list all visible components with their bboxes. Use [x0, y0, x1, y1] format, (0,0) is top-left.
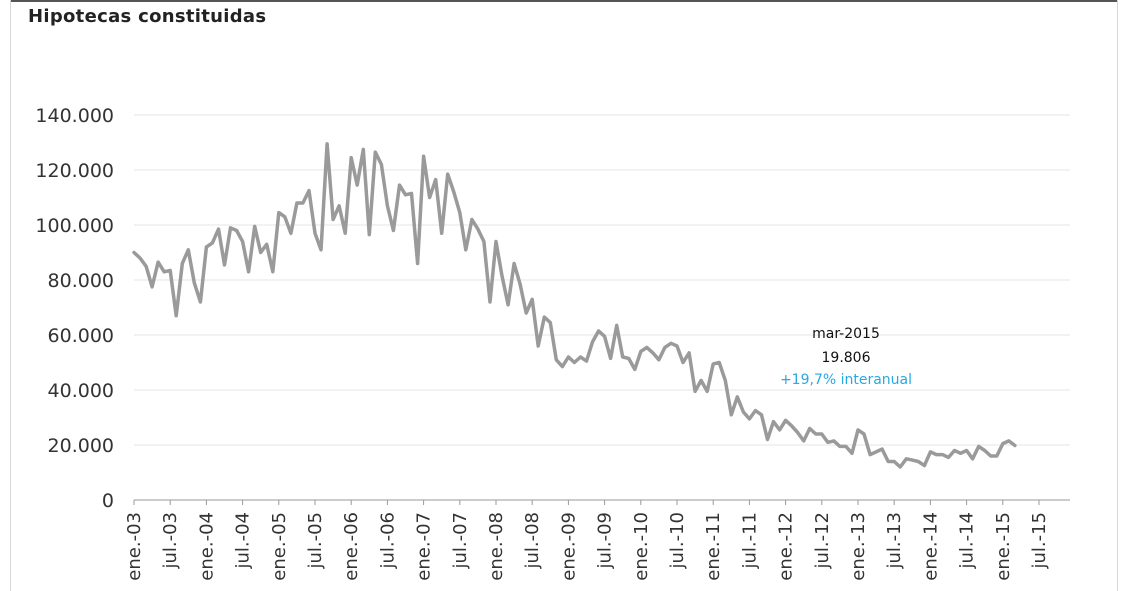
x-tick-label: jul.-04: [233, 512, 254, 570]
x-tick-label: jul.-03: [160, 512, 181, 570]
x-tick-label: ene.-15: [993, 512, 1014, 581]
y-tick-label: 20.000: [48, 435, 114, 457]
x-tick-label: jul.-08: [522, 512, 543, 570]
x-tick-label: ene.-06: [341, 512, 362, 581]
frame-right-border: [1117, 0, 1118, 591]
series-line-0: [132, 142, 1017, 469]
x-tick-label: ene.-11: [703, 512, 724, 581]
y-tick-label: 40.000: [48, 380, 114, 402]
y-tick-label: 100.000: [35, 215, 114, 237]
x-tick-label: ene.-09: [558, 512, 579, 581]
annotation-change: +19,7% interanual: [780, 372, 912, 388]
x-tick-label: jul.-05: [305, 512, 326, 570]
chart-title: Hipotecas constituidas: [28, 6, 267, 27]
x-tick-label: jul.-07: [450, 512, 471, 570]
y-tick-label: 60.000: [48, 325, 114, 347]
x-tick-label: jul.-09: [595, 512, 616, 570]
series-layer: [132, 142, 1017, 469]
x-tick-label: ene.-04: [196, 512, 217, 581]
gridlines: [134, 114, 1070, 446]
x-tick-label: jul.-10: [667, 512, 688, 570]
x-axis: ene.-03 jul.-03 ene.-04 jul.-04 ene.-05 jul.-…: [124, 499, 1070, 581]
x-tick-label: jul.-14: [957, 512, 978, 570]
x-tick-label: jul.-06: [377, 512, 398, 570]
frame-left-border: [10, 0, 11, 591]
x-tick-label: ene.-10: [631, 512, 652, 581]
x-tick-label: jul.-12: [812, 512, 833, 570]
x-tick-label: jul.-15: [1029, 512, 1050, 570]
y-tick-label: 0: [102, 490, 114, 512]
x-tick-label: ene.-12: [776, 512, 797, 581]
y-tick-label: 140.000: [35, 105, 114, 127]
x-tick-label: jul.-13: [884, 512, 905, 570]
top-rule: [10, 0, 1118, 2]
x-tick-label: jul.-11: [739, 512, 760, 570]
annotation-date: mar-2015: [812, 326, 880, 342]
x-tick-label: ene.-07: [414, 512, 435, 581]
x-tick-label: ene.-05: [269, 512, 290, 581]
annotation-value: 19.806: [822, 350, 871, 366]
x-tick-label: ene.-03: [124, 512, 145, 581]
x-tick-label: ene.-14: [920, 512, 941, 581]
x-tick-label: ene.-08: [486, 512, 507, 581]
y-axis: 0 20.000 40.000 60.000 80.000 100.000 120.000 1…: [35, 105, 114, 512]
y-tick-label: 120.000: [35, 160, 114, 182]
annotation-box: mar-2015 19.806 +19,7% interanual: [780, 326, 912, 388]
y-tick-label: 80.000: [48, 270, 114, 292]
x-tick-label: ene.-13: [848, 512, 869, 581]
